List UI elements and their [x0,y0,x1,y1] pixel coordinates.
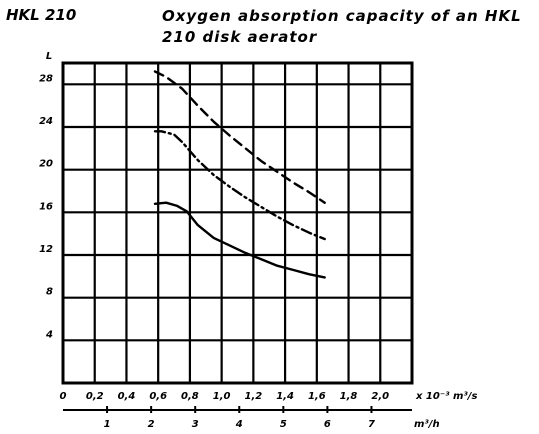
secondary-tick-label: 3 [192,419,199,430]
secondary-tick-label: 1 [104,419,111,430]
chart-code: HKL 210 [6,6,77,24]
x-tick-label: 0 [60,391,67,402]
series-line-2 [153,130,326,241]
secondary-axis: 1 2 3 4 5 6 7 [63,406,412,430]
secondary-tick-label: 4 [235,419,243,430]
x-tick-label: 0,4 [118,391,136,402]
x-tick-label: 0,8 [181,391,199,402]
secondary-tick-label: 2 [148,419,155,430]
y-tick-label: 20 [39,159,53,170]
y-tick-label: 16 [39,201,53,212]
y-axis-label: L [46,51,52,62]
series-line-3 [153,201,326,279]
series-line-1 [153,70,326,204]
x-axis-unit: x 10⁻³ m³/s [415,391,477,402]
secondary-tick-label: 7 [368,419,375,430]
secondary-axis-unit: m³/h [414,419,440,430]
x-tick-label: 0,2 [86,391,104,402]
secondary-tick-label: 5 [280,419,287,430]
x-tick-label: 0,6 [149,391,167,402]
secondary-tick-label: 6 [324,419,331,430]
y-tick-label: 24 [39,116,53,127]
x-tick-label: 1,0 [213,391,231,402]
x-ticks: 0 0,2 0,4 0,6 0,8 1,0 1,2 1,4 1,6 1,8 2,0 [60,391,390,402]
chart-title: Oxygen absorption capacity of an HKL 210… [162,7,522,46]
y-ticks: 4 8 12 16 20 24 28 [39,73,53,340]
title-block: HKL 210 Oxygen absorption capacity of an… [0,0,539,50]
y-tick-label: 4 [45,329,53,340]
x-tick-label: 1,8 [340,391,358,402]
grid [61,61,414,385]
x-tick-label: 1,4 [276,391,294,402]
series-group [153,70,326,279]
x-tick-label: 2,0 [371,391,389,402]
y-tick-label: 8 [46,287,53,298]
y-tick-label: 12 [39,244,53,255]
x-tick-label: 1,6 [308,391,326,402]
x-tick-label: 1,2 [245,391,263,402]
y-tick-label: 28 [39,73,53,84]
plot-frame [61,61,414,385]
